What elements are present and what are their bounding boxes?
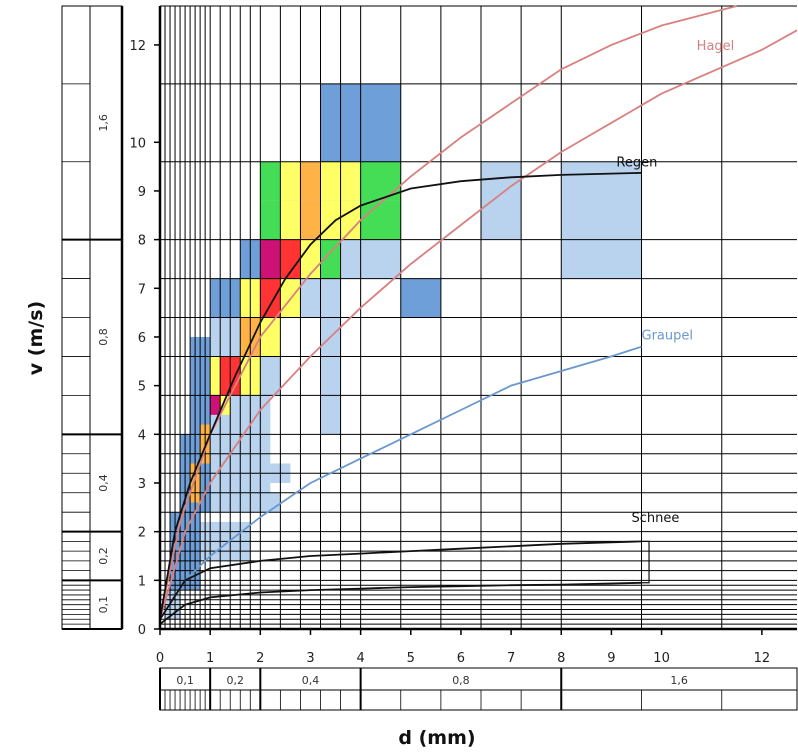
matrix-cell-33	[280, 239, 301, 279]
y-tick-label: 2	[138, 526, 146, 541]
y-tick-label: 3	[138, 477, 146, 492]
matrix-cell-23	[320, 161, 341, 201]
series-hagel-curve-1	[159, 29, 798, 620]
grid-lines	[159, 5, 797, 630]
x-tick-label: 12	[754, 651, 771, 666]
x-axis-title: d (mm)	[398, 727, 475, 749]
matrix-cell-35	[320, 239, 341, 279]
matrix-cell-29	[320, 200, 341, 240]
x-tick-label: 7	[507, 651, 515, 666]
matrix-cell-22	[300, 161, 321, 201]
matrix-cell-28	[300, 200, 321, 240]
x-class-label: 1,6	[670, 674, 688, 687]
matrix-cell-5	[400, 278, 441, 318]
matrix-cells	[165, 83, 642, 620]
y-tick-label: 4	[138, 428, 146, 443]
matrix-cell-21	[280, 161, 301, 201]
x-tick-label: 9	[607, 651, 615, 666]
series-label-regen: Regen	[616, 156, 657, 171]
matrix-cell-40	[260, 317, 281, 357]
matrix-cell-3	[561, 161, 642, 279]
x-tick-label: 2	[256, 651, 264, 666]
y-class-label: 1,6	[97, 114, 110, 132]
series-labels: Hagel Regen Graupel Schnee	[616, 39, 735, 584]
series-graupel-curve-0	[159, 345, 642, 620]
matrix-cell-37	[260, 278, 281, 318]
y-axis-title: v (m/s)	[25, 301, 47, 375]
matrix-cell-24	[340, 161, 361, 201]
schnee-bracket	[641, 540, 650, 584]
y-tick-label: 6	[138, 331, 146, 346]
series-schnee-curve-0	[159, 540, 642, 620]
series-label-graupel: Graupel	[642, 328, 694, 343]
x-tick-label: 0	[156, 651, 164, 666]
y-tick-label: 8	[138, 234, 146, 249]
x-class-label: 0,2	[226, 674, 244, 687]
class-bands: 0,1 0,2 0,4 0,8 1,6 0,1 0,2 0,4 0,8 1,6	[61, 5, 798, 711]
matrix-cell-32	[260, 239, 281, 279]
y-tick-label: 0	[138, 623, 146, 638]
y-tick-label: 5	[138, 380, 146, 395]
series-curves	[159, 5, 798, 625]
matrix-cell-20	[260, 161, 281, 201]
x-tick-label: 10	[653, 651, 670, 666]
x-class-label: 0,4	[302, 674, 320, 687]
series-label-schnee: Schnee	[631, 511, 679, 526]
matrix-cell-2	[481, 161, 522, 240]
series-regen-curve-0	[159, 172, 642, 620]
matrix-cell-41	[210, 356, 221, 396]
x-tick-label: 1	[206, 651, 214, 666]
series-label-hagel: Hagel	[697, 39, 735, 54]
y-tick-label: 9	[138, 185, 146, 200]
x-tick-label: 6	[457, 651, 465, 666]
matrix-cell-10	[320, 317, 341, 435]
x-class-label: 0,1	[176, 674, 194, 687]
matrix-cell-6	[210, 278, 241, 318]
matrix-cell-30	[340, 200, 361, 240]
y-tick-label: 7	[138, 282, 146, 297]
x-tick-label: 8	[557, 651, 565, 666]
y-tick-label: 12	[129, 39, 146, 54]
y-class-label: 0,2	[97, 547, 110, 565]
matrix-cell-4	[340, 239, 401, 279]
x-tick-label: 5	[407, 651, 415, 666]
x-tick-label: 4	[356, 651, 364, 666]
series-schnee-curve-1	[159, 581, 642, 625]
y-class-label: 0,8	[97, 328, 110, 346]
x-class-band	[159, 667, 798, 711]
axes	[158, 6, 797, 631]
y-tick-label: 1	[138, 574, 146, 589]
y-class-label: 0,4	[97, 474, 110, 492]
matrix-cell-44	[210, 395, 221, 415]
x-tick-label: 3	[306, 651, 314, 666]
x-class-label: 0,8	[452, 674, 470, 687]
y-tick-label: 10	[129, 136, 146, 151]
matrix-cell-31	[360, 200, 401, 240]
matrix-cell-27	[280, 200, 301, 240]
matrix-cell-26	[260, 200, 281, 240]
y-class-label: 0,1	[97, 596, 110, 614]
